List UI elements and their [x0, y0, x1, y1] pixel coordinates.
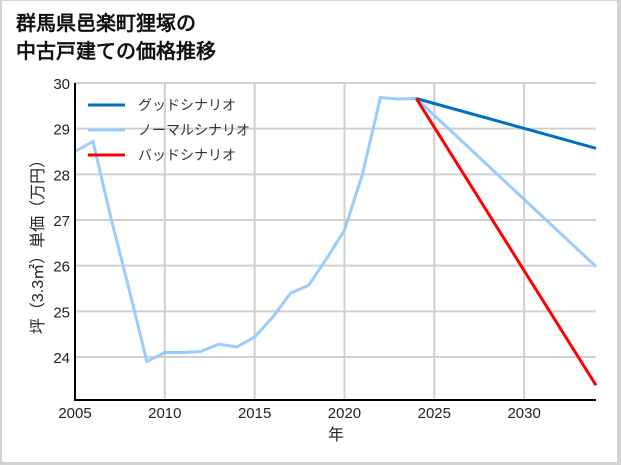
- legend-label: バッドシナリオ: [138, 147, 236, 163]
- y-tick-label: 25: [53, 304, 70, 321]
- x-tick-label: 2025: [418, 405, 451, 422]
- y-tick-label: 24: [53, 350, 70, 367]
- x-tick-label: 2010: [148, 405, 181, 422]
- series-line: [74, 96, 417, 364]
- chart-title: 群馬県邑楽町狸塚の 中古戸建ての価格推移: [16, 9, 216, 65]
- x-tick-label: 2030: [507, 405, 540, 422]
- series-line: [415, 97, 598, 387]
- axes: [74, 83, 596, 401]
- legend-label: ノーマルシナリオ: [138, 122, 250, 138]
- x-tick-labels: 2005 2010 2015 2020 2025 2030: [58, 405, 541, 422]
- legend-label: グッドシナリオ: [138, 97, 236, 113]
- x-tick-label: 2020: [328, 405, 361, 422]
- y-tick-label: 27: [53, 213, 70, 230]
- x-tick-label: 2015: [238, 405, 271, 422]
- y-tick-label: 30: [53, 76, 70, 93]
- y-axis-label: 坪（3.3㎡）単価（万円）: [29, 152, 47, 334]
- data-series: [74, 96, 598, 387]
- chart-title-line-2: 中古戸建ての価格推移: [16, 39, 216, 63]
- x-tick-label: 2005: [58, 405, 91, 422]
- chart-title-line-1: 群馬県邑楽町狸塚の: [16, 11, 196, 35]
- x-axis-label: 年: [328, 426, 344, 444]
- y-tick-labels: 24 25 26 27 28 29 30: [53, 76, 70, 367]
- y-tick-label: 29: [53, 122, 70, 139]
- y-tick-label: 26: [53, 259, 70, 276]
- series-line: [415, 97, 598, 268]
- series-line: [415, 97, 597, 150]
- y-tick-label: 28: [53, 167, 70, 184]
